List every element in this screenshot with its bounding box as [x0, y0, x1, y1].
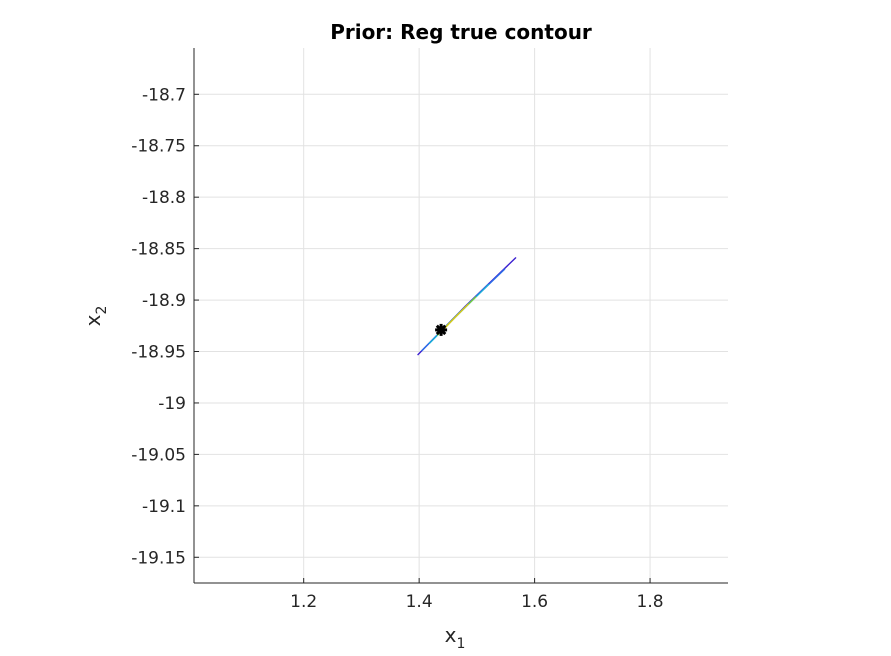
y-tick-label: -19.15	[131, 548, 186, 568]
y-tick-label: -18.8	[142, 188, 186, 208]
x-tick-label: 1.4	[406, 592, 433, 612]
grid-lines	[194, 48, 728, 583]
chart-title: Prior: Reg true contour	[330, 20, 592, 44]
contour-line	[441, 303, 469, 332]
y-tick-label: -19	[158, 394, 186, 414]
x-tick-label: 1.8	[637, 592, 664, 612]
x-axis-label: x1	[445, 623, 466, 652]
y-axis-label: x2	[81, 306, 110, 327]
y-tick-label: -19.1	[142, 497, 186, 517]
y-tick-label: -18.95	[131, 343, 186, 363]
y-tick-label: -18.7	[142, 85, 186, 105]
y-tick-labels: -18.7 -18.75 -18.8 -18.85 -18.9 -18.95 -19 -19.…	[131, 85, 186, 568]
x-tick-label: 1.6	[521, 592, 548, 612]
x-tick-label: 1.2	[290, 592, 317, 612]
y-tick-label: -18.9	[142, 291, 186, 311]
marker-stroke	[435, 324, 447, 336]
x-tick-labels: 1.2 1.4 1.6 1.8	[290, 592, 663, 612]
y-tick-label: -19.05	[131, 445, 186, 465]
y-tick-label: -18.85	[131, 240, 186, 260]
contour-lines	[417, 257, 517, 356]
axes	[193, 48, 728, 584]
true-value-marker	[435, 323, 448, 336]
y-tick-label: -18.75	[131, 137, 186, 157]
